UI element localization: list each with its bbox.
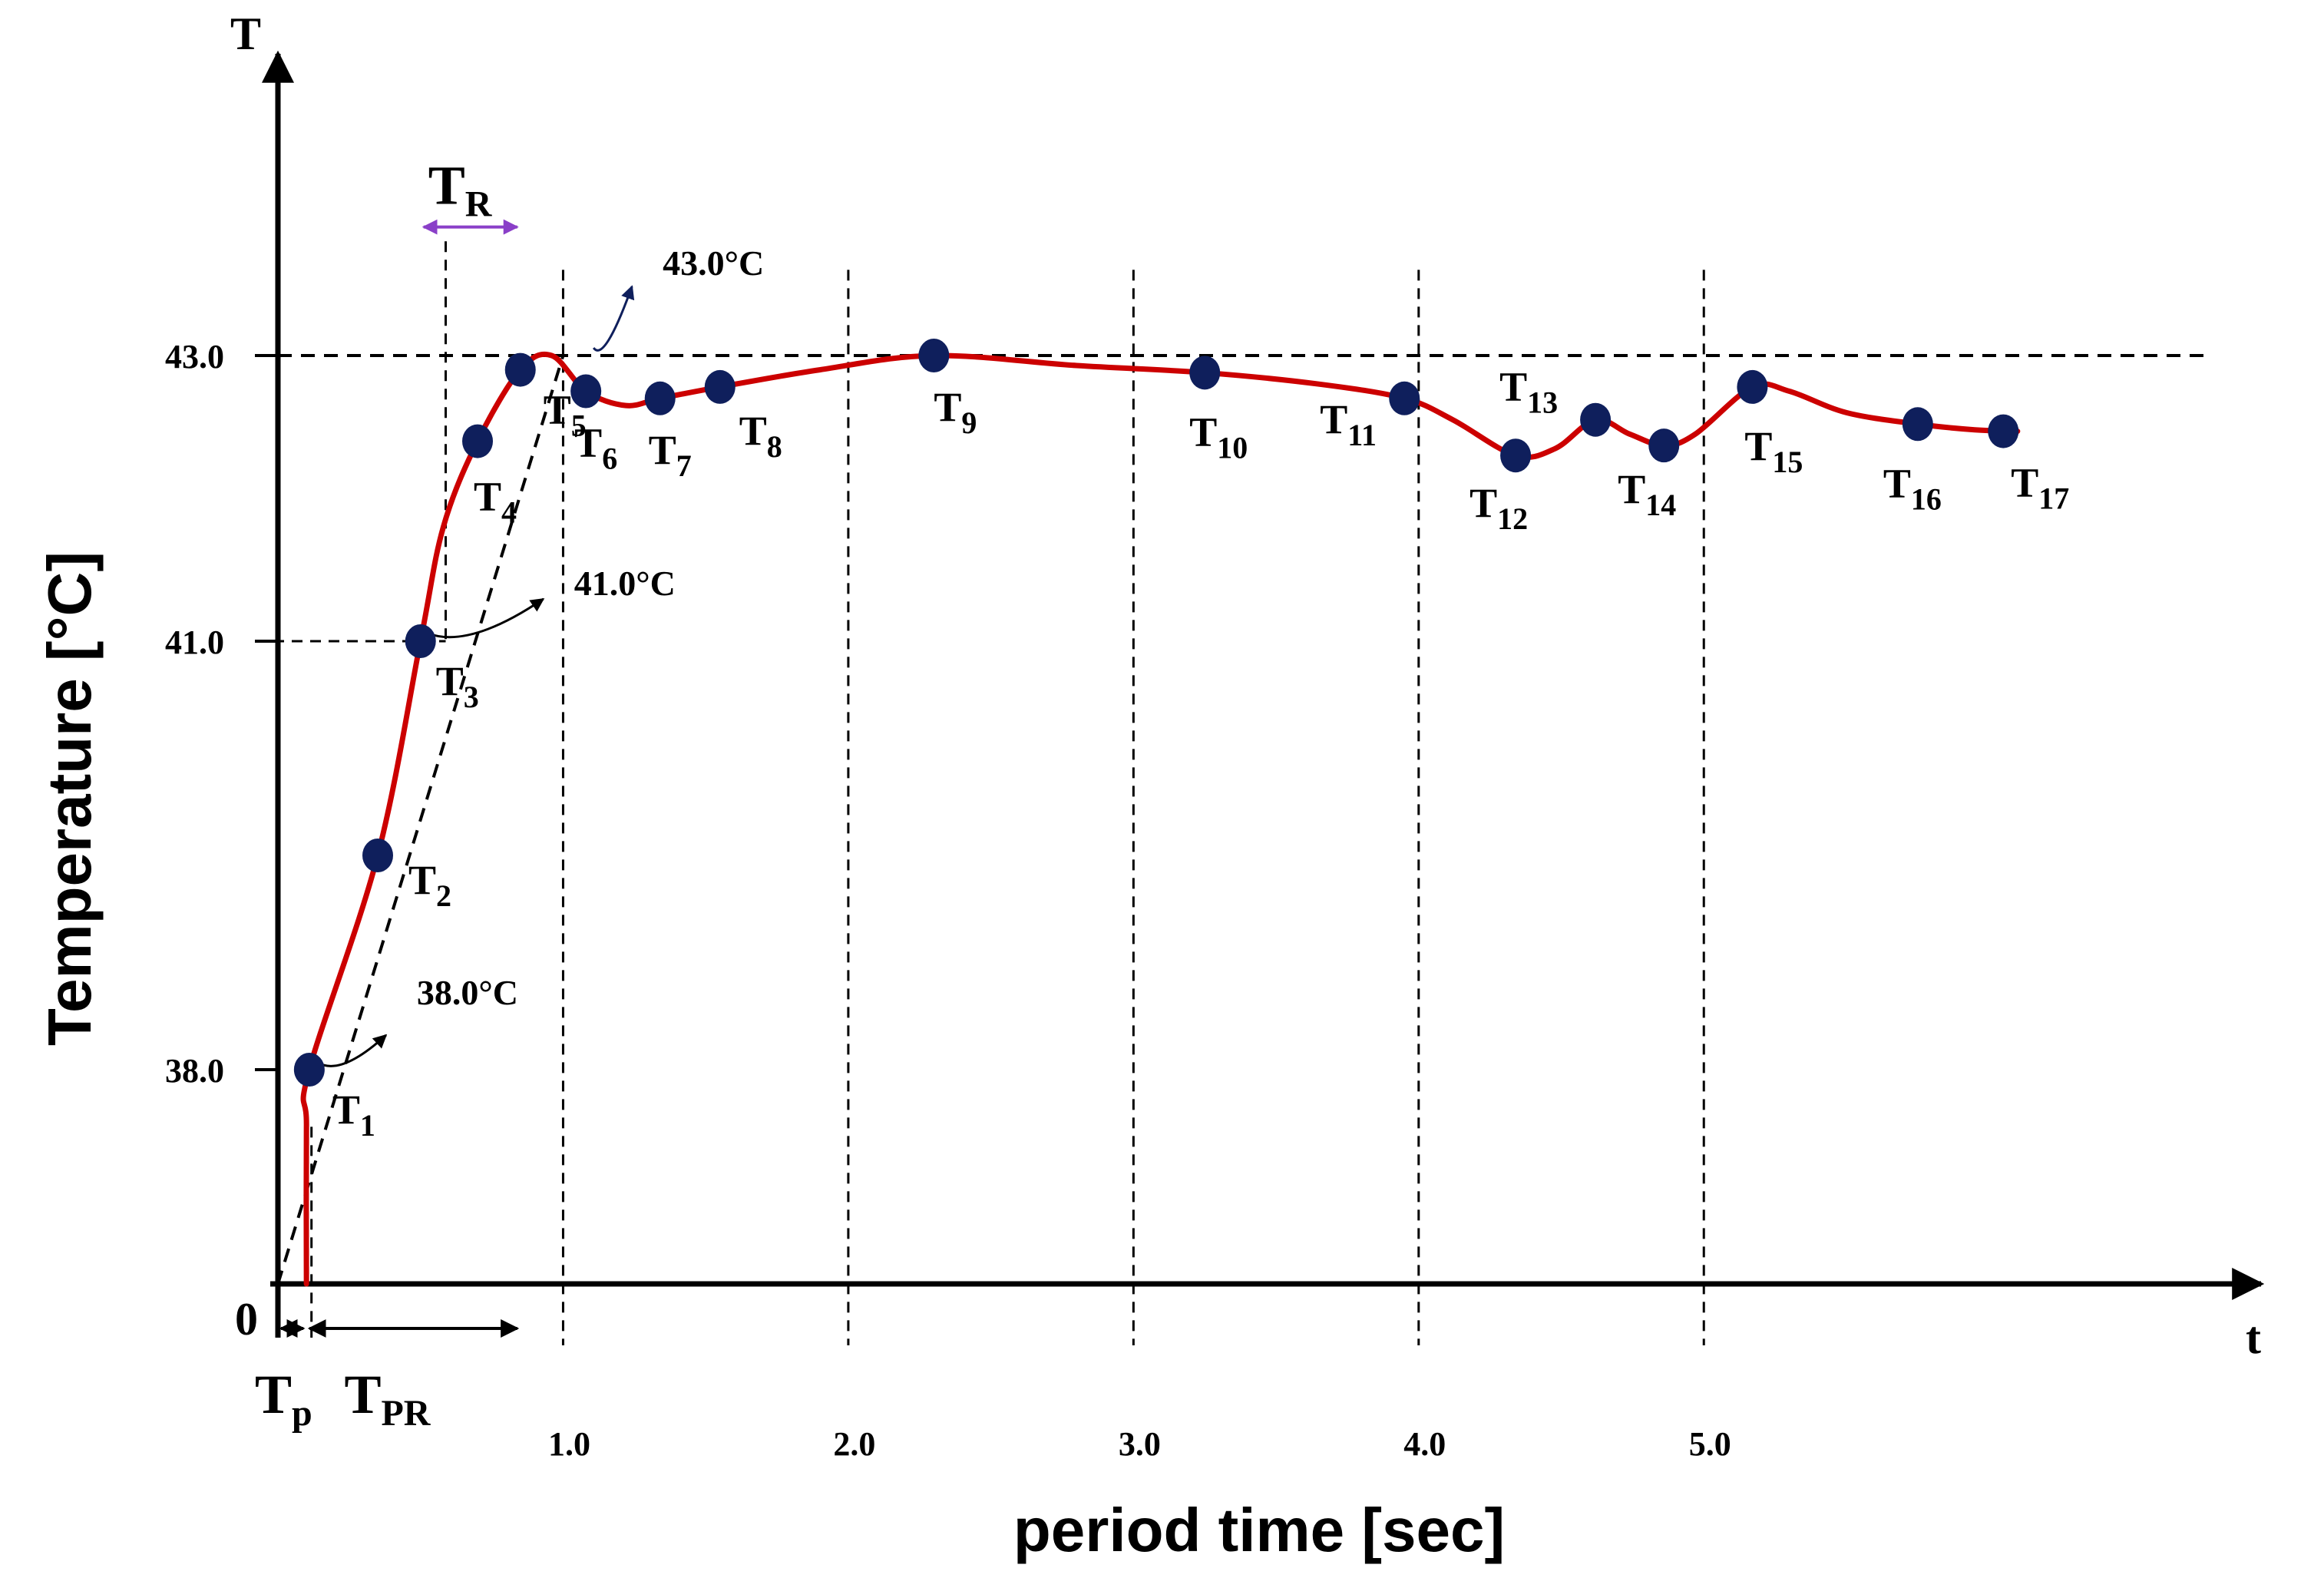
interval-label-R: TR — [428, 155, 493, 225]
y-ticks: 38.041.043.046.0 — [165, 338, 278, 1090]
data-point-t15 — [1737, 369, 1768, 404]
x-tick-label: 3.0 — [1119, 1425, 1161, 1463]
x-ticks: 1.0 2.0 3.0 4.0 5.0 — [548, 1425, 1731, 1463]
data-point-t16 — [1902, 407, 1933, 442]
point-label-t10: T10 — [1189, 409, 1248, 465]
data-point-t8 — [704, 369, 736, 404]
x-tick-label: 1.0 — [548, 1425, 590, 1463]
annotation-arrow — [592, 285, 635, 352]
data-points — [293, 339, 2019, 1087]
point-label-t4: T4 — [474, 474, 517, 530]
point-label-t2: T2 — [408, 857, 451, 913]
data-point-t1 — [293, 1053, 325, 1087]
data-point-t17 — [1988, 414, 2019, 448]
annotation-label: 41.0°C — [574, 564, 676, 603]
tangent-line — [276, 355, 565, 1285]
data-point-t4 — [462, 424, 494, 458]
data-point-t3 — [405, 624, 436, 658]
point-label-t13: T13 — [1499, 364, 1558, 420]
intervals: TR TPR Tp — [255, 155, 520, 1434]
origin-label: 0 — [235, 1294, 258, 1345]
data-point-t6 — [570, 374, 602, 409]
y-tick-label: 38.0 — [165, 1052, 224, 1090]
point-label-t16: T16 — [1883, 460, 1942, 516]
annotations: 43.0°C 41.0°C 38.0°C — [316, 243, 764, 1067]
point-label-t12: T12 — [1469, 480, 1528, 536]
x-axis-label: period time [sec] — [1013, 1496, 1505, 1564]
annotation-label: 38.0°C — [417, 973, 518, 1012]
point-label-t14: T14 — [1618, 466, 1676, 522]
series-line-temperature — [300, 351, 2021, 1287]
point-label-t1: T1 — [332, 1087, 375, 1143]
point-label-t7: T7 — [649, 427, 692, 483]
data-point-t7 — [644, 381, 676, 415]
y-tick-label: 41.0 — [165, 624, 224, 661]
y-axis-symbol: T — [230, 8, 261, 59]
point-label-t15: T15 — [1744, 423, 1803, 479]
data-point-t14 — [1648, 428, 1680, 463]
data-point-t13 — [1580, 402, 1612, 437]
interval-label-p: Tp — [255, 1364, 312, 1434]
y-tick-label: 43.0 — [165, 338, 224, 375]
annotation-arrow — [428, 597, 545, 639]
reference-lines — [255, 241, 2203, 1345]
data-point-t2 — [362, 839, 394, 872]
point-label-t3: T3 — [436, 658, 479, 714]
annotation-label: 43.0°C — [663, 243, 764, 283]
data-point-t9 — [918, 339, 950, 372]
data-point-t12 — [1500, 438, 1532, 473]
x-tick-label: 2.0 — [833, 1425, 875, 1463]
data-point-t11 — [1389, 381, 1420, 415]
point-label-t17: T17 — [2011, 460, 2069, 516]
point-label-t5: T5 — [544, 387, 587, 443]
point-label-t8: T8 — [739, 408, 782, 464]
interval-label-PR: TPR — [344, 1364, 431, 1434]
x-tick-label: 5.0 — [1689, 1425, 1731, 1463]
point-label-t9: T9 — [934, 384, 977, 440]
point-label-t6: T6 — [574, 420, 617, 476]
x-tick-label: 4.0 — [1403, 1425, 1446, 1463]
data-point-t5 — [504, 352, 536, 387]
data-point-t10 — [1189, 356, 1221, 390]
x-axis-symbol: t — [2246, 1312, 2261, 1363]
y-axis-label: Temperature [°C] — [35, 551, 104, 1046]
point-label-t11: T11 — [1320, 396, 1377, 452]
